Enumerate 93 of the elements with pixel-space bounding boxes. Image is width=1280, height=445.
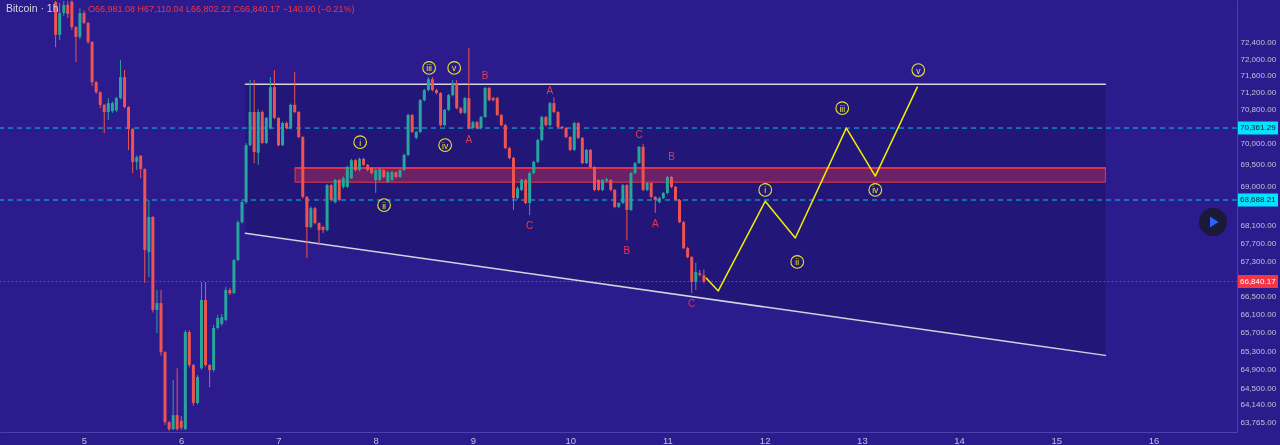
candlestick [139,154,143,179]
y-tick-label: 65,300.00 [1240,346,1277,356]
y-tick-label: 67,700.00 [1240,238,1277,248]
y-tick-label: 71,200.00 [1240,88,1277,98]
candlestick [333,178,337,204]
y-tick-label: 64,500.00 [1240,383,1277,393]
chart-subtitle: O66,981.08 H67,110.04 L66,802.22 C66,840.17 −140.90 (−0.21%) [88,4,355,14]
candlestick [118,59,122,100]
candlestick [228,287,232,296]
candlestick [665,175,669,195]
candlestick [495,96,499,117]
data-label: iii [839,103,846,114]
y-tick-label: 66,500.00 [1240,292,1277,302]
point [447,61,462,75]
y-tick-label: 65,700.00 [1240,328,1277,338]
annotation: B [623,245,631,257]
x-tick-label: 15 [1051,434,1063,445]
candlestick [175,367,179,432]
annotation: C [635,129,643,140]
data-label: iv [872,185,880,196]
y-tick-label: 69,000.00 [1240,181,1277,191]
candlestick [702,269,706,284]
candlestick [171,379,175,431]
x-tick-label: 6 [179,434,185,445]
y-tick-label: 71,600.00 [1240,71,1277,81]
annotation: C [526,220,534,232]
candlestick [592,165,596,192]
candlestick [293,71,297,114]
y-tick-label: 72,000.00 [1240,54,1277,64]
candlestick [536,138,540,164]
data-label: ii [795,257,800,268]
y-tick-label: 70,800.00 [1240,104,1277,114]
x-tick-label: 7 [276,434,282,445]
candlestick [613,188,617,209]
candlestick [317,221,321,246]
ref-line-label: 70,361.29 [1240,123,1277,133]
ref-line-label: 68,688.21 [1240,195,1277,204]
candlestick [548,101,552,127]
candlestick [374,168,378,194]
annotation: A [651,218,659,230]
annotation: B [481,69,489,81]
x-tick-label: 10 [565,434,576,445]
y-tick-label: 68,100.00 [1240,221,1277,231]
y-tick-label: 64,900.00 [1240,365,1277,375]
data-label: v [452,63,458,74]
candlestick [208,363,212,388]
ref-line-label: 66,840.17 [1240,276,1277,286]
x-tick-label: 8 [373,434,379,445]
y-tick-label: 63,765.00 [1240,417,1277,427]
data-label: v [916,65,922,76]
candlestick [588,148,592,169]
y-tick-label: 72,400.00 [1240,38,1277,48]
candlestick [503,123,507,150]
point [353,135,368,150]
x-tick-label: 12 [759,434,771,445]
point [758,183,773,197]
candlestick [524,178,528,205]
y-tick-label: 66,100.00 [1240,310,1277,320]
annotation: A [465,134,473,146]
candlestick [678,198,682,224]
y-tick-label: 69,500.00 [1240,160,1277,170]
candlestick [281,121,285,147]
x-tick-label: 9 [470,434,477,445]
candlestick [106,97,110,121]
candlestick [127,105,131,151]
candlestick [337,178,341,202]
data-label: iii [426,63,433,74]
candlestick [309,205,313,229]
candlestick [321,225,325,234]
y-tick-label: 70,000.00 [1240,138,1277,148]
data-label: i [359,137,362,148]
x-tick-label: 13 [857,434,868,445]
candlestick [78,7,82,40]
x-tick-label: 11 [662,434,673,445]
annotation: A [546,84,554,96]
annotation: B [668,150,676,162]
y-tick-label: 64,140.00 [1240,400,1277,410]
candlestick [410,113,414,134]
candlestick [102,103,106,134]
x-tick-label: 5 [81,434,88,445]
y-tick-label: 67,300.00 [1240,256,1277,266]
x-tick-label: 16 [1148,434,1160,445]
candlestick [694,262,698,291]
candlestick [155,289,159,334]
candlestick [540,115,544,142]
data-label: i [764,185,767,196]
candlestick [289,103,293,130]
data-label: iv [442,140,449,151]
candlestick [58,2,62,41]
data-label: ii [382,200,387,211]
annotation: C [688,298,696,310]
candlestick [621,183,625,205]
x-tick-label: 14 [954,434,965,445]
